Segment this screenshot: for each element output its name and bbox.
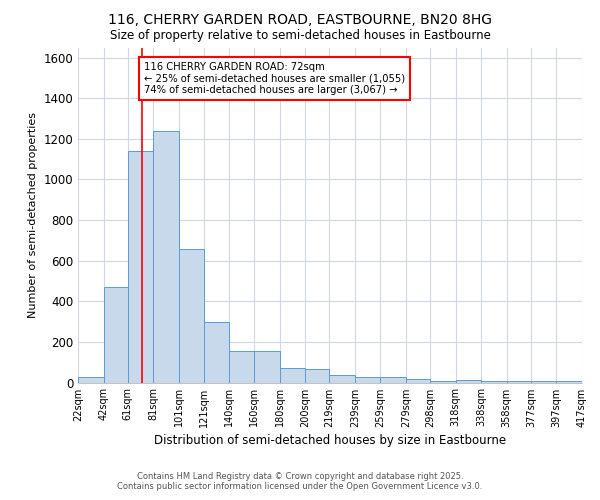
Bar	[254, 351, 280, 382]
Text: 116, CHERRY GARDEN ROAD, EASTBOURNE, BN20 8HG: 116, CHERRY GARDEN ROAD, EASTBOURNE, BN2…	[108, 12, 492, 26]
Bar	[104, 287, 128, 382]
Text: Size of property relative to semi-detached houses in Eastbourne: Size of property relative to semi-detach…	[110, 29, 490, 42]
Bar	[455, 380, 481, 382]
Y-axis label: Number of semi-detached properties: Number of semi-detached properties	[28, 112, 38, 318]
Bar	[78, 378, 104, 382]
Bar	[380, 378, 406, 382]
Text: Contains HM Land Registry data © Crown copyright and database right 2025.
Contai: Contains HM Land Registry data © Crown c…	[118, 472, 482, 491]
Bar	[406, 379, 430, 382]
Bar	[329, 375, 355, 382]
Bar	[128, 151, 153, 382]
Bar	[280, 368, 305, 382]
Bar	[229, 351, 254, 382]
Bar	[305, 368, 329, 382]
Text: 116 CHERRY GARDEN ROAD: 72sqm
← 25% of semi-detached houses are smaller (1,055)
: 116 CHERRY GARDEN ROAD: 72sqm ← 25% of s…	[145, 62, 406, 95]
Bar	[355, 377, 380, 382]
Bar	[205, 322, 229, 382]
Bar	[179, 248, 205, 382]
X-axis label: Distribution of semi-detached houses by size in Eastbourne: Distribution of semi-detached houses by …	[154, 434, 506, 446]
Bar	[153, 130, 179, 382]
